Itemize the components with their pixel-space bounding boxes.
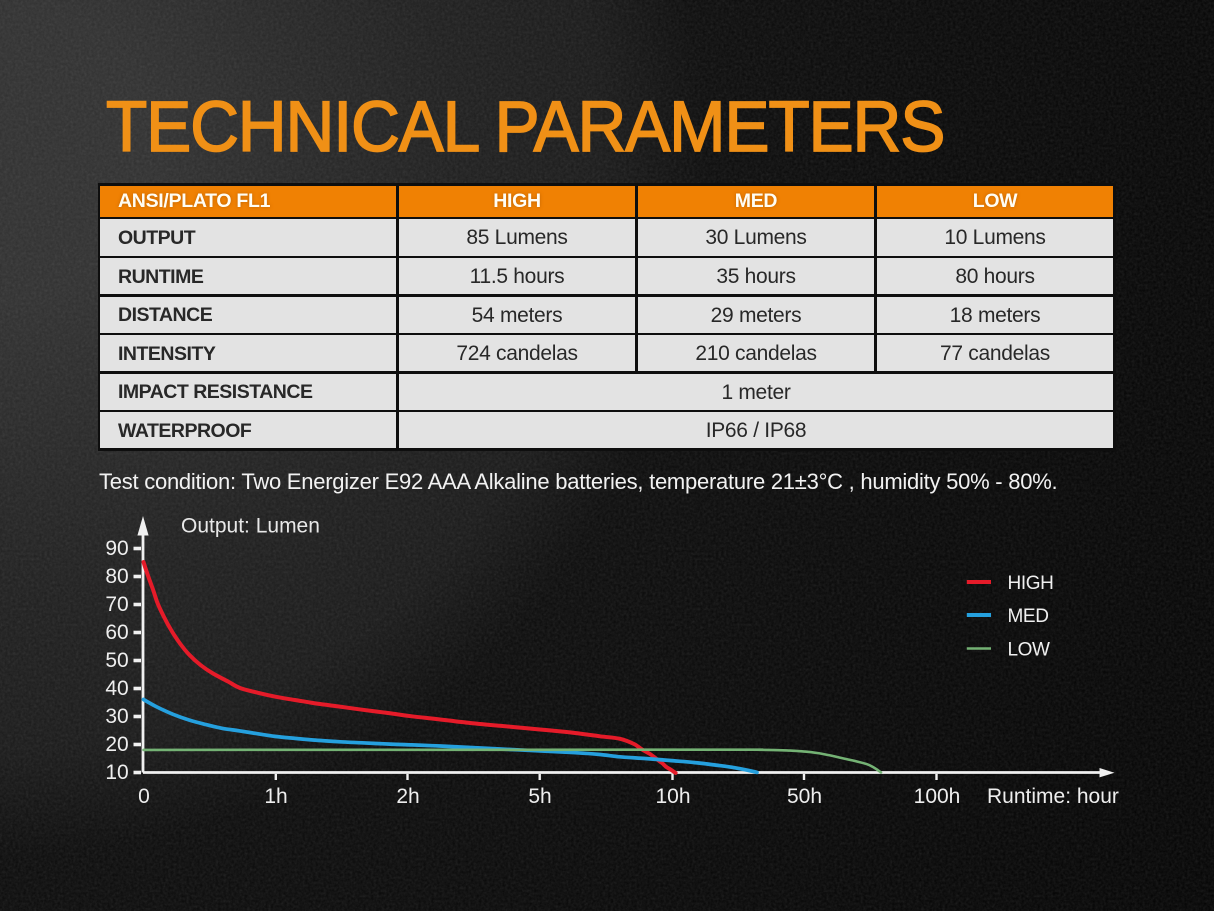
svg-text:2h: 2h [396, 785, 419, 808]
svg-text:20: 20 [105, 733, 128, 756]
svg-text:50: 50 [105, 649, 128, 672]
svg-text:30: 30 [105, 705, 128, 728]
svg-text:90: 90 [105, 537, 128, 560]
svg-text:10: 10 [105, 761, 128, 784]
svg-text:MED: MED [1008, 606, 1049, 627]
svg-text:40: 40 [105, 677, 128, 700]
svg-text:HIGH: HIGH [1008, 573, 1054, 594]
svg-text:Output: Lumen: Output: Lumen [181, 515, 320, 538]
svg-text:1h: 1h [264, 785, 287, 808]
svg-text:100h: 100h [914, 785, 961, 808]
svg-text:80: 80 [105, 565, 128, 588]
svg-text:0: 0 [138, 785, 150, 808]
svg-text:5h: 5h [528, 785, 551, 808]
svg-text:60: 60 [105, 621, 128, 644]
svg-text:Runtime: hour: Runtime: hour [987, 785, 1119, 808]
svg-text:70: 70 [105, 593, 128, 616]
svg-text:LOW: LOW [1008, 640, 1051, 661]
svg-text:10h: 10h [655, 785, 690, 808]
svg-text:50h: 50h [787, 785, 822, 808]
